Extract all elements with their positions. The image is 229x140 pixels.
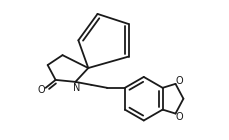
- Text: O: O: [175, 76, 183, 86]
- Text: O: O: [38, 85, 45, 95]
- Text: N: N: [72, 83, 80, 93]
- Text: O: O: [175, 112, 183, 122]
